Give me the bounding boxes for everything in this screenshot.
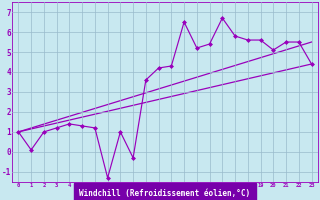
X-axis label: Windchill (Refroidissement éolien,°C): Windchill (Refroidissement éolien,°C) [79,189,251,198]
